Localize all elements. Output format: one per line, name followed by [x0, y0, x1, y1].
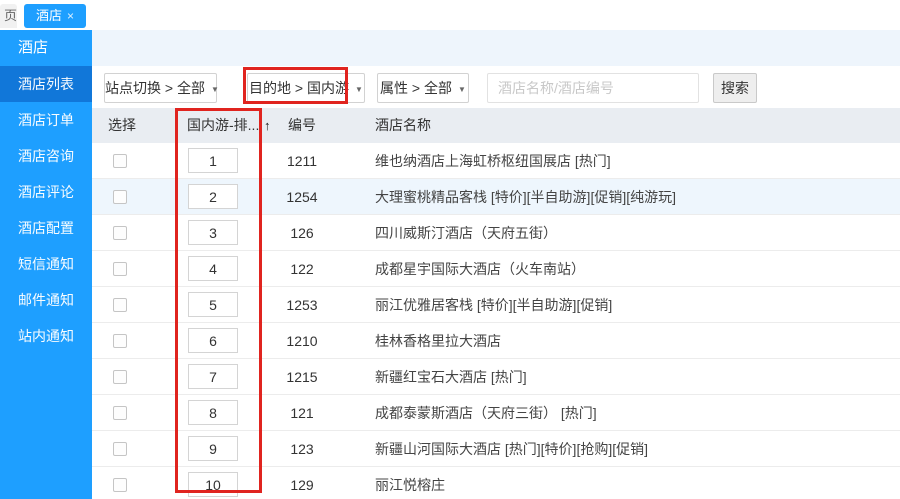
- rank-input[interactable]: [188, 148, 238, 173]
- sidebar-item-5[interactable]: 短信通知: [18, 256, 74, 272]
- row-checkbox[interactable]: [113, 154, 127, 168]
- row-checkbox[interactable]: [113, 190, 127, 204]
- hotel-name: 四川威斯汀酒店（天府五街）: [375, 225, 557, 241]
- filter-site-dropdown[interactable]: 站点切换 > 全部 ▼: [104, 73, 219, 103]
- table-row: 1210 桂林香格里拉大酒店: [92, 323, 900, 359]
- table-row: 1211 维也纳酒店上海虹桥枢纽国展店 [热门]: [92, 143, 900, 179]
- row-checkbox[interactable]: [113, 370, 127, 384]
- row-checkbox[interactable]: [113, 226, 127, 240]
- filter-destination-label: 目的地 > 国内游: [249, 80, 350, 96]
- table-body: 1211 维也纳酒店上海虹桥枢纽国展店 [热门] 1254 大理蜜桃精品客栈 […: [92, 143, 900, 499]
- hotel-name: 丽江优雅居客栈 [特价][半自助游][促销]: [375, 297, 613, 313]
- tab-home-partial[interactable]: 页: [0, 4, 17, 28]
- hotel-name: 丽江悦榕庄: [375, 477, 445, 493]
- rank-input[interactable]: [188, 328, 238, 353]
- hotel-id: 1215: [286, 369, 318, 385]
- sidebar-item-7[interactable]: 站内通知: [18, 328, 74, 344]
- rank-input[interactable]: [188, 472, 238, 497]
- sort-ascending-icon[interactable]: ↑: [264, 118, 271, 133]
- chevron-down-icon: ▼: [210, 85, 219, 94]
- column-header-name: 酒店名称: [375, 117, 431, 133]
- chevron-down-icon: ▼: [458, 85, 466, 94]
- table-row: 122 成都星宇国际大酒店（火车南站）: [92, 251, 900, 287]
- hotel-id: 1211: [286, 153, 318, 169]
- hotel-name: 新疆山河国际大酒店 [热门][特价][抢购][促销]: [375, 441, 649, 457]
- hotel-id: 1254: [286, 189, 318, 205]
- rank-input[interactable]: [188, 364, 238, 389]
- row-checkbox[interactable]: [113, 406, 127, 420]
- search-input[interactable]: [487, 73, 699, 103]
- rank-input[interactable]: [188, 400, 238, 425]
- row-checkbox[interactable]: [113, 334, 127, 348]
- rank-input[interactable]: [188, 220, 238, 245]
- row-checkbox[interactable]: [113, 478, 127, 492]
- table-row: 123 新疆山河国际大酒店 [热门][特价][抢购][促销]: [92, 431, 900, 467]
- hotel-name: 成都星宇国际大酒店（火车南站）: [375, 261, 585, 277]
- rank-input[interactable]: [188, 256, 238, 281]
- rank-input[interactable]: [188, 184, 238, 209]
- sidebar-item-1[interactable]: 酒店订单: [18, 112, 74, 128]
- hotel-name: 维也纳酒店上海虹桥枢纽国展店 [热门]: [375, 153, 611, 169]
- hotel-id: 1253: [286, 297, 318, 313]
- main-content: 站点切换 > 全部 ▼ 目的地 > 国内游 ▼ 属性 > 全部 ▼ 搜索 选择 国内游…: [92, 30, 900, 499]
- filter-destination-dropdown[interactable]: 目的地 > 国内游 ▼: [247, 73, 365, 103]
- hotel-id: 1210: [286, 333, 318, 349]
- sidebar-item-6[interactable]: 邮件通知: [18, 292, 74, 308]
- hotel-id: 129: [290, 477, 314, 493]
- hotel-id: 123: [290, 441, 314, 457]
- sidebar-menu: 酒店列表酒店订单酒店咨询酒店评论酒店配置短信通知邮件通知站内通知: [0, 66, 92, 354]
- sidebar: 酒店 酒店列表酒店订单酒店咨询酒店评论酒店配置短信通知邮件通知站内通知: [0, 30, 92, 499]
- column-header-id: 编号: [288, 117, 316, 133]
- table-row: 1215 新疆红宝石大酒店 [热门]: [92, 359, 900, 395]
- row-checkbox[interactable]: [113, 298, 127, 312]
- table-row: 126 四川威斯汀酒店（天府五街）: [92, 215, 900, 251]
- hotel-id: 126: [290, 225, 314, 241]
- table-row: 129 丽江悦榕庄: [92, 467, 900, 499]
- sidebar-item-3[interactable]: 酒店评论: [18, 184, 74, 200]
- filter-attribute-dropdown[interactable]: 属性 > 全部 ▼: [377, 73, 469, 103]
- tab-bar: 页 酒店 ×: [0, 0, 900, 30]
- chevron-down-icon: ▼: [355, 85, 363, 94]
- sidebar-title: 酒店: [18, 39, 49, 56]
- rank-input[interactable]: [188, 436, 238, 461]
- row-checkbox[interactable]: [113, 262, 127, 276]
- sidebar-item-0[interactable]: 酒店列表: [0, 66, 92, 102]
- search-button[interactable]: 搜索: [713, 73, 757, 103]
- filter-attribute-label: 属性 > 全部: [380, 80, 453, 96]
- hotel-name: 新疆红宝石大酒店 [热门]: [375, 369, 527, 385]
- sidebar-item-4[interactable]: 酒店配置: [18, 220, 74, 236]
- tab-close-icon[interactable]: ×: [67, 9, 75, 23]
- hotel-id: 121: [290, 405, 314, 421]
- tab-hotel-label: 酒店: [35, 8, 62, 23]
- hotel-name: 成都泰蒙斯酒店（天府三街） [热门]: [375, 405, 597, 421]
- sidebar-item-2[interactable]: 酒店咨询: [18, 148, 74, 164]
- table-row: 1254 大理蜜桃精品客栈 [特价][半自助游][促销][纯游玩]: [92, 179, 900, 215]
- table-row: 1253 丽江优雅居客栈 [特价][半自助游][促销]: [92, 287, 900, 323]
- hotel-id: 122: [290, 261, 314, 277]
- column-header-select: 选择: [108, 117, 136, 133]
- tab-hotel[interactable]: 酒店 ×: [24, 4, 86, 28]
- filter-site-label: 站点切换 > 全部: [105, 80, 205, 96]
- hotel-name: 桂林香格里拉大酒店: [375, 333, 501, 349]
- rank-input[interactable]: [188, 292, 238, 317]
- hotel-name: 大理蜜桃精品客栈 [特价][半自助游][促销][纯游玩]: [375, 189, 677, 205]
- table-row: 121 成都泰蒙斯酒店（天府三街） [热门]: [92, 395, 900, 431]
- top-band: [92, 30, 900, 66]
- table-header: 选择 国内游-排... ↑ 编号 酒店名称: [92, 108, 900, 143]
- row-checkbox[interactable]: [113, 442, 127, 456]
- column-header-rank[interactable]: 国内游-排...: [187, 117, 260, 133]
